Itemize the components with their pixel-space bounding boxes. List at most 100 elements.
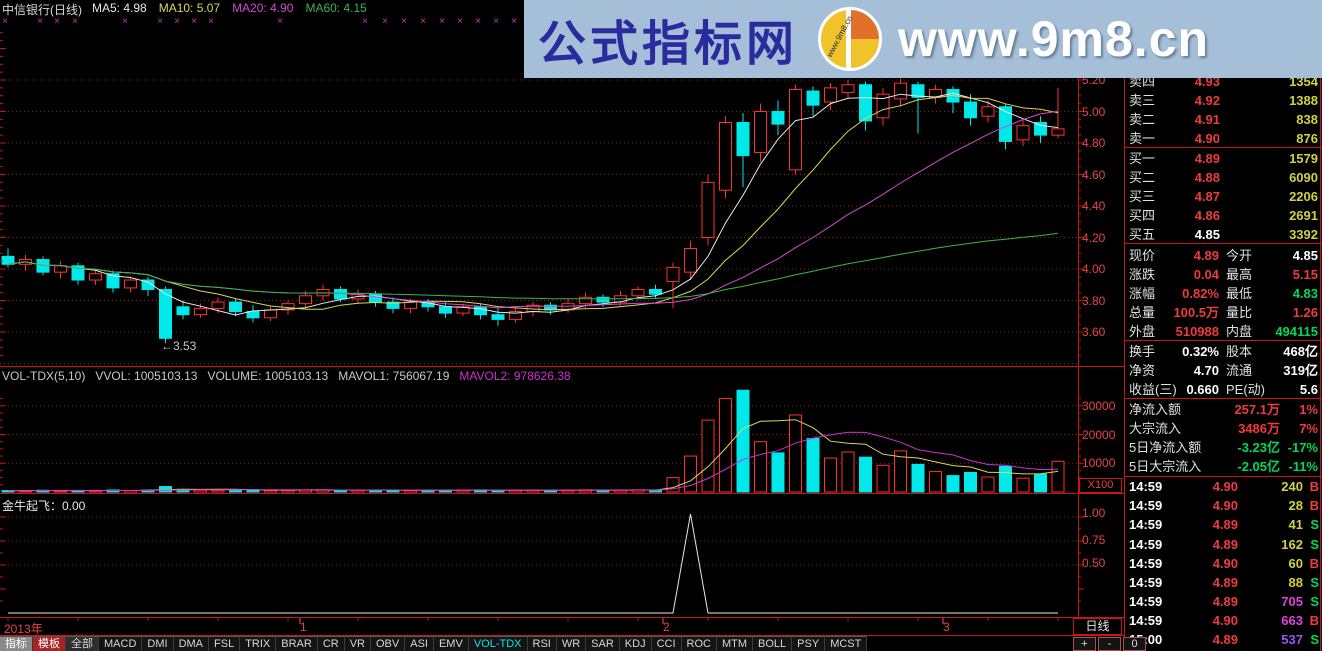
timeline-month-label: 1	[300, 620, 307, 634]
svg-text:×: ×	[54, 16, 60, 27]
tab-全部[interactable]: 全部	[66, 636, 99, 651]
tab-BOLL[interactable]: BOLL	[753, 636, 793, 651]
tab-模板[interactable]: 模板	[33, 636, 66, 651]
tab-RSI[interactable]: RSI	[527, 636, 557, 651]
ma-label: MA20: 4.90	[232, 1, 294, 15]
tab-EMV[interactable]: EMV	[433, 636, 469, 651]
tab-KDJ[interactable]: KDJ	[619, 636, 652, 651]
tick-time: 14:59	[1129, 517, 1163, 532]
order-price: 4.90	[1194, 131, 1220, 146]
tab-指标[interactable]: 指标	[0, 636, 33, 651]
sell-order-row: 卖三 4.92 1388	[1125, 91, 1322, 110]
tick-time: 14:59	[1129, 613, 1163, 628]
tab-MTM[interactable]: MTM	[716, 636, 754, 651]
tab-DMA[interactable]: DMA	[173, 636, 210, 651]
stat-value: 0.660	[1186, 382, 1219, 397]
stat-value: 4.83	[1292, 286, 1318, 301]
watermark-banner: 公式指标网 www.9m8.cn www.9m8.cn	[524, 0, 1322, 78]
tab-FSL[interactable]: FSL	[209, 636, 241, 651]
svg-text:×: ×	[37, 16, 43, 27]
tab-TRIX[interactable]: TRIX	[240, 636, 277, 651]
period-button-0[interactable]: 0	[1123, 637, 1146, 651]
tick-qty: 41	[1288, 517, 1303, 532]
svg-text:×: ×	[382, 16, 388, 27]
tab-CR[interactable]: CR	[317, 636, 345, 651]
tab-MACD[interactable]: MACD	[99, 636, 143, 651]
volume-header-item: VVOL: 1005103.13	[95, 369, 198, 383]
stat-value: 5.6	[1299, 382, 1318, 397]
stat-value: 510988	[1175, 324, 1219, 339]
tick-row: 14:59 4.89 88 S	[1125, 573, 1322, 592]
tick-time: 14:59	[1129, 498, 1163, 513]
tick-time: 14:59	[1129, 594, 1163, 609]
tick-side: B	[1309, 479, 1319, 494]
sidebar-separator	[1125, 147, 1322, 148]
tab-WR[interactable]: WR	[556, 636, 587, 651]
order-label: 买一	[1129, 151, 1156, 166]
flow-value: 3486万	[1238, 421, 1280, 436]
money-flow-row: 5日净流入额 -3.23亿 -17%	[1125, 438, 1322, 457]
period-button--[interactable]: -	[1098, 637, 1121, 651]
price-axis-label: 4.60	[1082, 167, 1106, 182]
order-qty: 1579	[1289, 151, 1318, 166]
tab-CCI[interactable]: CCI	[651, 636, 682, 651]
volume-header-item: VOLUME: 1005103.13	[207, 369, 329, 383]
volume-axis-label: 30000	[1082, 399, 1116, 413]
tick-side: S	[1310, 594, 1319, 609]
volume-header: VOL-TDX(5,10) VVOL: 1005103.13 VOLUME: 100…	[2, 369, 571, 383]
svg-text:×: ×	[420, 16, 426, 27]
tab-BRAR[interactable]: BRAR	[276, 636, 318, 651]
stat-label: 最低	[1226, 286, 1253, 301]
right-axis-column: X100 5.20 5.00 4.80 4.60 4.40 4.20 4.00 3.80 3.6…	[1078, 0, 1124, 651]
money-flow-row: 净流入额 257.1万 1%	[1125, 400, 1322, 419]
tab-ASI[interactable]: ASI	[405, 636, 434, 651]
stat-label: 净资	[1129, 363, 1156, 378]
tab-ROC[interactable]: ROC	[681, 636, 717, 651]
stat-value: 4.70	[1193, 363, 1219, 378]
sidebar-separator	[1125, 476, 1322, 477]
volume-header-item: MAVOL1: 756067.19	[338, 369, 450, 383]
order-qty: 876	[1296, 131, 1318, 146]
tab-VOL-TDX[interactable]: VOL-TDX	[468, 636, 528, 651]
period-selector[interactable]: 日线	[1073, 618, 1122, 635]
tick-price: 4.89	[1212, 517, 1238, 532]
ma-label: MA5: 4.98	[92, 1, 147, 15]
flow-value: -3.23亿	[1237, 440, 1280, 455]
flow-value: -2.05亿	[1237, 459, 1280, 474]
tick-qty: 28	[1288, 498, 1303, 513]
svg-text:×: ×	[122, 16, 128, 27]
svg-text:×: ×	[208, 16, 214, 27]
tick-price: 4.90	[1212, 479, 1238, 494]
sidebar-separator	[1125, 398, 1322, 399]
money-flow-row: 大宗流入 3486万 7%	[1125, 419, 1322, 438]
tab-MCST[interactable]: MCST	[825, 636, 868, 651]
tick-qty: 162	[1281, 537, 1303, 552]
tick-price: 4.89	[1212, 537, 1238, 552]
tick-qty: 240	[1281, 479, 1303, 494]
svg-text:×: ×	[174, 16, 180, 27]
money-flow-row: 5日大宗流入 -2.05亿 -11%	[1125, 457, 1322, 476]
tick-side: S	[1310, 632, 1319, 647]
tab-PSY[interactable]: PSY	[792, 636, 826, 651]
tick-qty: 60	[1288, 556, 1303, 571]
stat-value: 1.26	[1292, 305, 1318, 320]
tab-SAR[interactable]: SAR	[586, 636, 620, 651]
stat-label: 量比	[1226, 305, 1253, 320]
zoom-controls: + -0	[1073, 637, 1148, 651]
stat-value: 100.5万	[1173, 305, 1219, 320]
chart-canvas[interactable]: × × × × × × × × × × × × × × × × × × ×	[0, 0, 1124, 651]
order-price: 4.85	[1194, 227, 1220, 242]
stat-value: 0.32%	[1182, 344, 1219, 359]
order-price: 4.91	[1194, 112, 1220, 127]
tab-OBV[interactable]: OBV	[371, 636, 406, 651]
tick-time: 14:59	[1129, 556, 1163, 571]
tick-time: 14:59	[1129, 575, 1163, 590]
svg-text:×: ×	[457, 16, 463, 27]
tab-VR[interactable]: VR	[344, 636, 371, 651]
order-qty: 2691	[1289, 208, 1318, 223]
tick-row: 14:59 4.90 240 B	[1125, 477, 1322, 496]
period-button-+[interactable]: +	[1073, 637, 1096, 651]
tab-DMI[interactable]: DMI	[142, 636, 174, 651]
